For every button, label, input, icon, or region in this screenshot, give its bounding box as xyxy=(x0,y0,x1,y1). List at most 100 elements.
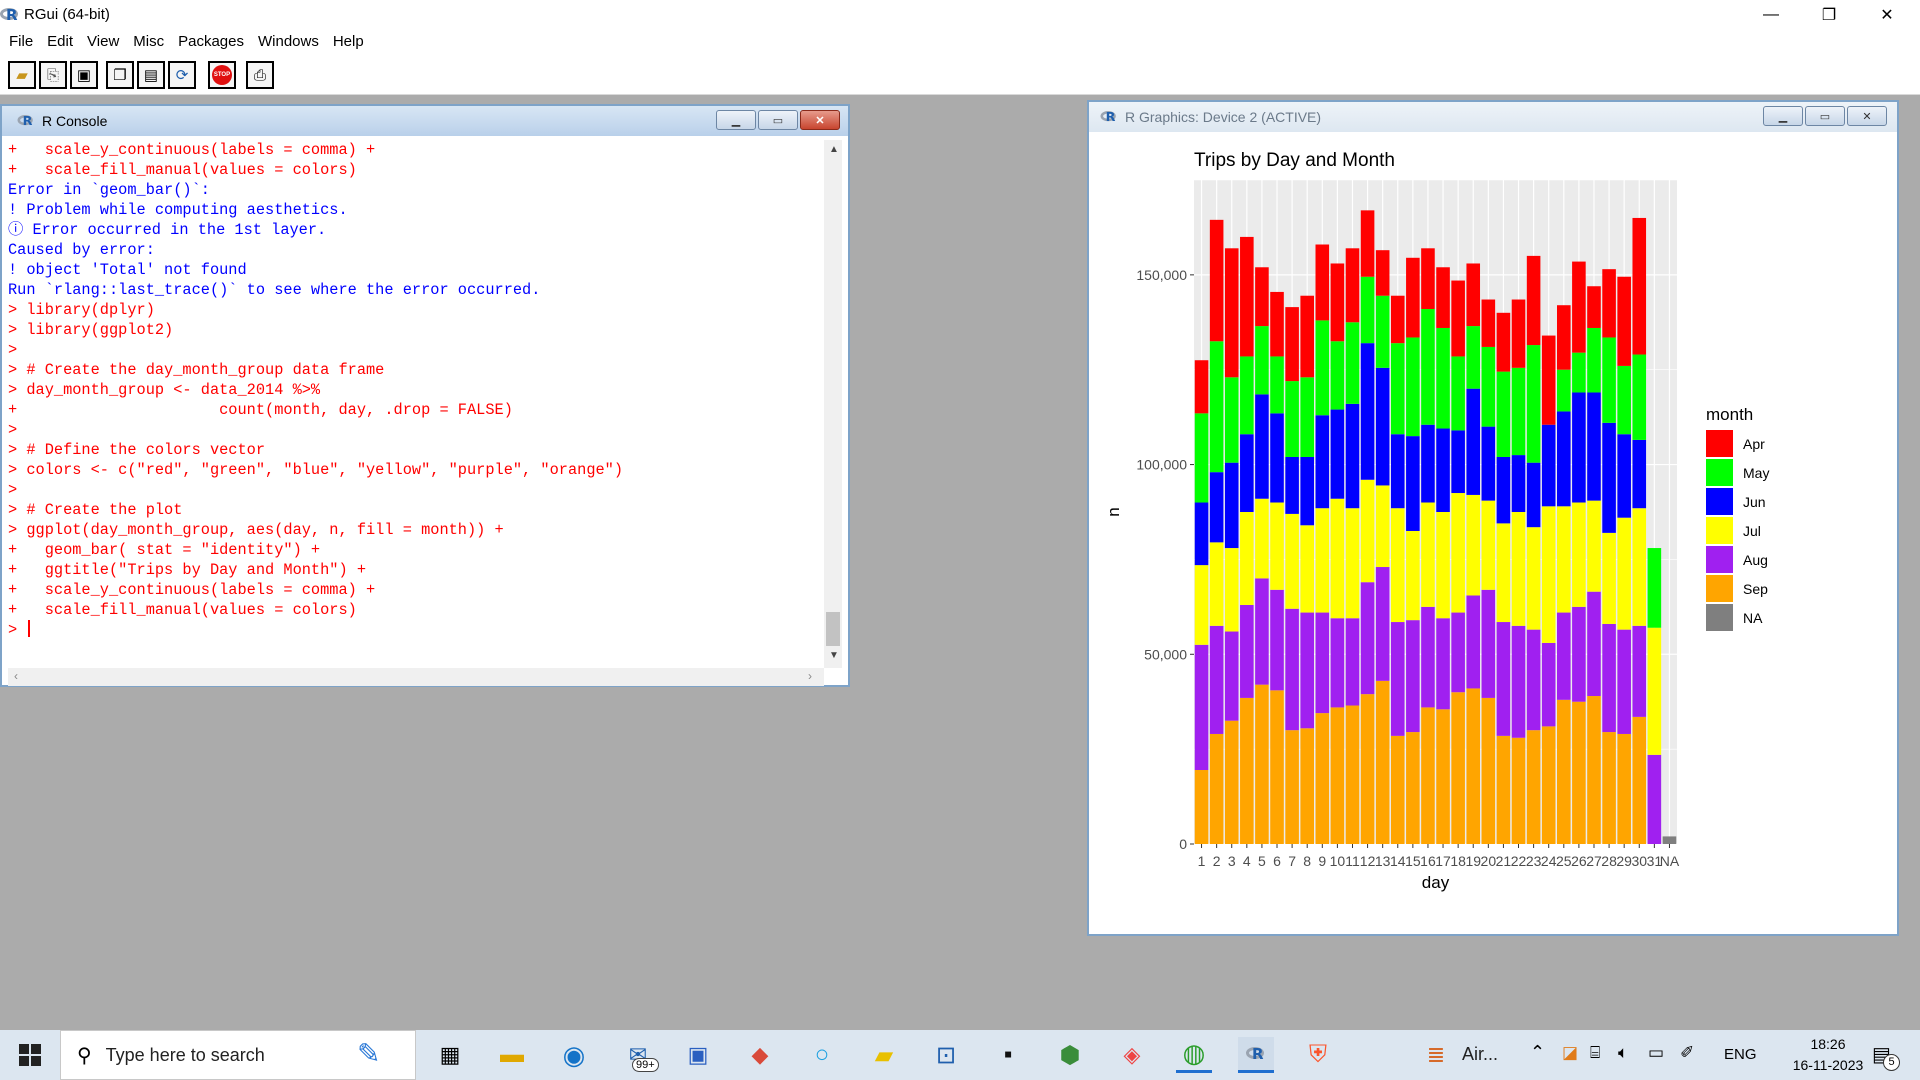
graphics-close-button[interactable]: ✕ xyxy=(1847,106,1887,126)
x-tick-label: 18 xyxy=(1450,853,1466,869)
scroll-right-icon[interactable]: › xyxy=(808,669,812,683)
terminal-icon[interactable]: ▪ xyxy=(1003,1041,1013,1068)
volume-icon[interactable]: 🔈︎ xyxy=(1618,1043,1629,1062)
save-button[interactable]: ▣ xyxy=(70,61,98,89)
console-line: ⓘ Error occurred in the 1st layer. xyxy=(8,221,327,239)
battery-icon[interactable]: ▭ xyxy=(1648,1043,1665,1062)
open-script-button[interactable]: ▰ xyxy=(8,61,36,89)
clock-time[interactable]: 18:26 xyxy=(1810,1036,1846,1052)
scroll-down-icon[interactable]: ▼ xyxy=(829,650,839,661)
menu-help[interactable]: Help xyxy=(332,33,364,50)
console-vertical-scrollbar[interactable]: ▲ ▼ xyxy=(824,140,842,668)
bar-segment-aug xyxy=(1526,629,1541,731)
bracket-app-icon[interactable]: ⊡ xyxy=(935,1041,957,1069)
console-line: + scale_fill_manual(values = colors) xyxy=(8,601,357,619)
mdi-workspace: R R Console ▁ ▭ ✕ + scale_y_continuous(l… xyxy=(0,96,1920,1030)
task-view-icon[interactable]: ▦ xyxy=(439,1042,461,1067)
paste-button[interactable]: ▤ xyxy=(137,61,165,89)
bar-segment-sep xyxy=(1617,733,1631,844)
graphics-minimize-button[interactable]: ▁ xyxy=(1763,106,1803,126)
bar-segment-apr xyxy=(1541,335,1556,425)
load-workspace-button[interactable]: ⎘ xyxy=(39,61,67,89)
bar-segment-aug xyxy=(1194,644,1209,771)
bar-segment-jul xyxy=(1481,500,1496,590)
windows-start-icon xyxy=(19,1044,41,1066)
sticky-notes-icon[interactable]: ▰ xyxy=(874,1041,894,1069)
open-script-icon: ▰ xyxy=(16,67,28,84)
y-tick-label: 50,000 xyxy=(1144,646,1187,662)
menu-windows[interactable]: Windows xyxy=(257,33,319,50)
bar-segment-jun xyxy=(1330,409,1345,499)
edge-browser-icon[interactable]: ◉ xyxy=(562,1039,586,1070)
y-axis-label: n xyxy=(1104,507,1123,516)
store-icon[interactable]: ▣ xyxy=(687,1042,709,1067)
legend-label: Jul xyxy=(1743,523,1761,539)
bar-segment-sep xyxy=(1466,688,1481,844)
bar-segment-jul xyxy=(1557,506,1571,613)
console-scroll-thumb[interactable] xyxy=(826,612,840,646)
console-maximize-button[interactable]: ▭ xyxy=(758,110,798,130)
copy-icon: ❐ xyxy=(113,67,127,84)
air-app-label[interactable]: Air... xyxy=(1462,1044,1499,1064)
scroll-left-icon[interactable]: ‹ xyxy=(14,669,18,683)
bar-segment-sep xyxy=(1511,737,1526,844)
print-button[interactable]: ⎙ xyxy=(246,61,274,89)
r-console-title: R Console xyxy=(42,113,108,129)
stop-button[interactable]: STOP xyxy=(208,61,236,89)
bar-segment-aug xyxy=(1617,629,1631,734)
legend-swatch-jul xyxy=(1706,517,1733,544)
language-indicator[interactable]: ENG xyxy=(1724,1046,1757,1063)
graphics-maximize-button[interactable]: ▭ xyxy=(1805,106,1845,126)
cortana-icon[interactable]: ○ xyxy=(814,1041,830,1068)
console-line: ! object 'Total' not found xyxy=(8,261,247,279)
console-horizontal-scrollbar[interactable]: ‹ › xyxy=(8,668,824,686)
copy-button[interactable]: ❐ xyxy=(106,61,134,89)
bar-segment-jul xyxy=(1255,498,1269,579)
tray-chevron-icon[interactable]: ⌃ xyxy=(1530,1042,1546,1062)
chrome-icon[interactable]: ◍ xyxy=(1176,1037,1212,1073)
console-minimize-button[interactable]: ▁ xyxy=(716,110,756,130)
file-explorer-icon[interactable]: ▬ xyxy=(500,1041,524,1068)
console-line: > xyxy=(8,421,18,439)
bar-segment-may xyxy=(1421,309,1435,425)
menu-file[interactable]: File xyxy=(9,33,34,50)
nodejs-icon[interactable]: ⬢ xyxy=(1059,1041,1081,1069)
close-button[interactable]: ✕ xyxy=(1880,6,1894,24)
restore-button[interactable]: ❐ xyxy=(1821,6,1837,24)
bar-segment-sep xyxy=(1360,694,1375,844)
r-console-window: R R Console ▁ ▭ ✕ + scale_y_continuous(l… xyxy=(0,104,850,687)
bar-segment-may xyxy=(1632,354,1647,440)
scroll-up-icon[interactable]: ▲ xyxy=(829,144,839,155)
menu-edit[interactable]: Edit xyxy=(47,33,74,50)
rgui-taskbar-icon[interactable]: R xyxy=(1238,1037,1274,1073)
bar-segment-may xyxy=(1315,320,1330,416)
bar-segment-sep xyxy=(1375,680,1390,844)
x-tick-label: 23 xyxy=(1526,853,1542,869)
menu-view[interactable]: View xyxy=(87,33,120,50)
console-close-button[interactable]: ✕ xyxy=(800,110,840,130)
menu-packages[interactable]: Packages xyxy=(178,33,244,50)
x-tick-label: 6 xyxy=(1273,853,1281,869)
air-app-icon[interactable]: ≣ xyxy=(1426,1042,1446,1067)
console-output[interactable]: + scale_y_continuous(labels = comma) + + … xyxy=(8,140,824,650)
minimize-button[interactable]: — xyxy=(1763,5,1779,23)
r-logo-icon: R xyxy=(0,6,20,24)
brave-icon[interactable]: ⛨ xyxy=(1309,1041,1327,1068)
copy-paste-button[interactable]: ⟳ xyxy=(168,61,196,89)
java-tray-icon[interactable]: ◪ xyxy=(1562,1043,1579,1062)
taskbar-search-box[interactable]: ⚲ Type here to search ✎ xyxy=(60,1030,416,1080)
pen-tray-icon[interactable]: ✐ xyxy=(1680,1043,1695,1062)
bar-segment-may xyxy=(1360,276,1375,344)
bar-segment-jun xyxy=(1481,426,1496,501)
git-app-icon[interactable]: ◈ xyxy=(1123,1042,1141,1067)
bar-segment-jun xyxy=(1209,472,1224,543)
start-button[interactable] xyxy=(12,1037,48,1073)
office-icon[interactable]: ◆ xyxy=(751,1042,769,1067)
bar-segment-jun xyxy=(1602,422,1616,533)
clock-date[interactable]: 16-11-2023 xyxy=(1792,1057,1864,1073)
bar-segment-jul xyxy=(1345,508,1360,619)
bar-segment-sep xyxy=(1224,720,1239,844)
network-tray-icon[interactable]: ⌸ xyxy=(1590,1043,1601,1062)
menu-misc[interactable]: Misc xyxy=(133,33,165,50)
bar-segment-may xyxy=(1647,548,1662,628)
